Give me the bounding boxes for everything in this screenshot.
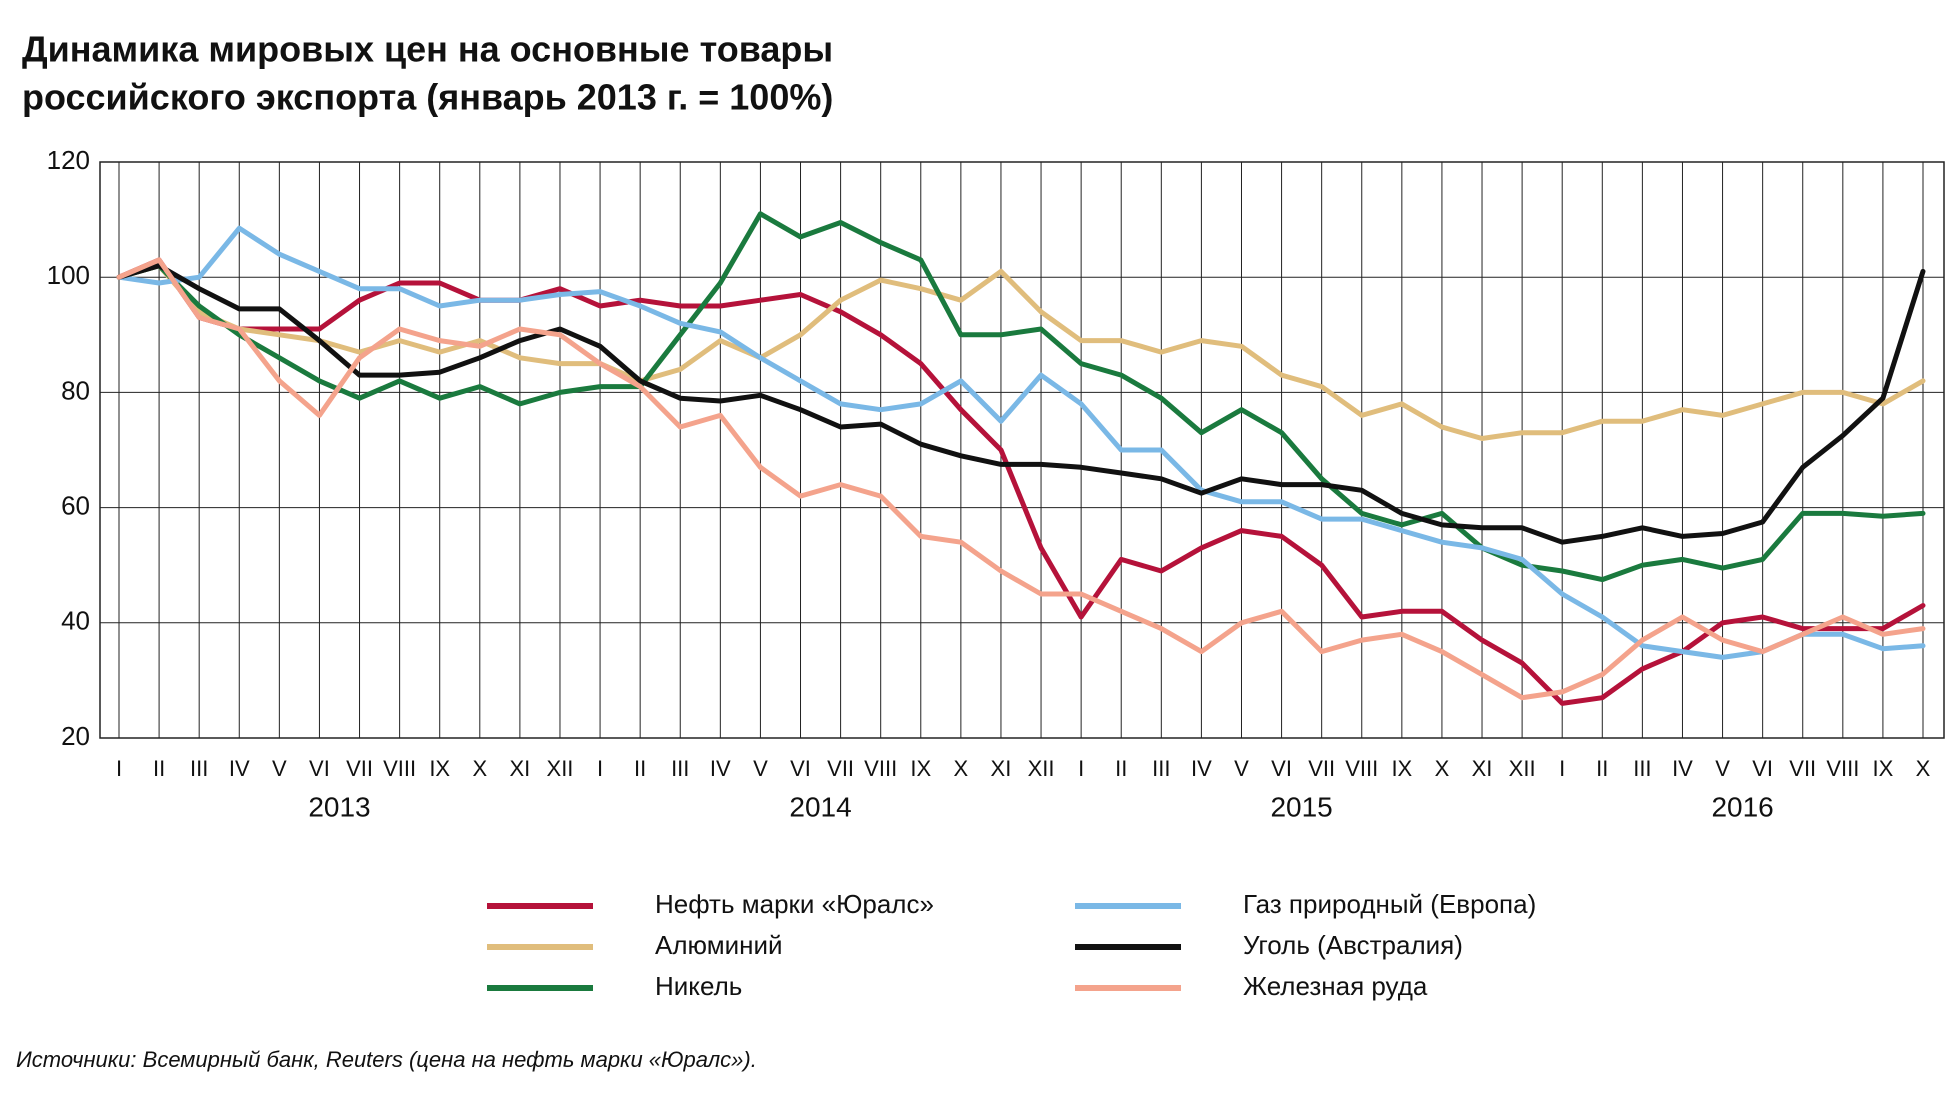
series-line xyxy=(116,211,1926,583)
legend-label: Уголь (Австралия) xyxy=(1243,930,1463,960)
x-tick-label: V xyxy=(753,756,768,781)
y-tick-label: 100 xyxy=(47,260,90,290)
x-tick-label: X xyxy=(1916,756,1931,781)
year-label: 2016 xyxy=(1711,791,1773,822)
x-tick-label: VIII xyxy=(864,756,897,781)
x-tick-label: III xyxy=(1633,756,1651,781)
legend-label: Газ природный (Европа) xyxy=(1243,889,1536,919)
x-tick-label: III xyxy=(671,756,689,781)
x-tick-label: I xyxy=(1559,756,1565,781)
x-tick-label: IX xyxy=(1873,756,1894,781)
series-line xyxy=(116,263,1926,545)
x-tick-label: IV xyxy=(229,756,250,781)
legend-label: Нефть марки «Юралс» xyxy=(655,889,934,919)
x-tick-label: VII xyxy=(827,756,854,781)
y-tick-label: 20 xyxy=(61,721,90,751)
x-tick-label: VIII xyxy=(1345,756,1378,781)
x-tick-label: XI xyxy=(1472,756,1493,781)
x-tick-label: III xyxy=(1152,756,1170,781)
y-tick-label: 40 xyxy=(61,606,90,636)
x-tick-label: II xyxy=(634,756,646,781)
x-tick-label: IV xyxy=(710,756,731,781)
x-tick-label: VI xyxy=(309,756,330,781)
x-tick-label: IV xyxy=(1672,756,1693,781)
x-tick-label: II xyxy=(153,756,165,781)
series-line xyxy=(116,257,1926,701)
x-tick-label: IV xyxy=(1191,756,1212,781)
legend-label: Никель xyxy=(655,971,742,1001)
y-tick-label: 80 xyxy=(61,375,90,405)
x-tick-label: V xyxy=(1715,756,1730,781)
x-tick-label: XII xyxy=(1028,756,1055,781)
x-tick-label: V xyxy=(272,756,287,781)
x-tick-label: X xyxy=(472,756,487,781)
x-tick-label: VIII xyxy=(1826,756,1859,781)
x-tick-label: IX xyxy=(429,756,450,781)
x-tick-label: III xyxy=(190,756,208,781)
x-tick-label: II xyxy=(1115,756,1127,781)
x-tick-label: IX xyxy=(1391,756,1412,781)
series-line xyxy=(116,257,1926,706)
legend-label: Алюминий xyxy=(655,930,783,960)
year-label: 2013 xyxy=(308,791,370,822)
x-tick-label: XI xyxy=(991,756,1012,781)
chart-subtitle: российского экспорта (январь 2013 г. = 1… xyxy=(22,77,833,118)
x-tick-label: XII xyxy=(1509,756,1536,781)
x-tick-label: I xyxy=(1078,756,1084,781)
x-tick-label: I xyxy=(597,756,603,781)
year-label: 2014 xyxy=(789,791,851,822)
series-line xyxy=(116,263,1926,441)
y-tick-label: 60 xyxy=(61,490,90,520)
x-tick-label: XII xyxy=(547,756,574,781)
x-tick-label: X xyxy=(954,756,969,781)
x-tick-label: VI xyxy=(1271,756,1292,781)
x-tick-label: IX xyxy=(910,756,931,781)
series-line xyxy=(116,225,1926,660)
x-tick-label: VIII xyxy=(383,756,416,781)
x-tick-label: X xyxy=(1435,756,1450,781)
year-label: 2015 xyxy=(1270,791,1332,822)
chart-title: Динамика мировых цен на основные товары xyxy=(22,29,833,70)
x-tick-label: I xyxy=(116,756,122,781)
legend-label: Железная руда xyxy=(1243,971,1428,1001)
x-tick-label: VII xyxy=(1308,756,1335,781)
y-tick-label: 120 xyxy=(47,145,90,175)
x-tick-label: V xyxy=(1234,756,1249,781)
x-tick-label: VII xyxy=(346,756,373,781)
source-note: Источники: Всемирный банк, Reuters (цена… xyxy=(16,1047,757,1072)
x-tick-label: XI xyxy=(509,756,530,781)
x-tick-label: II xyxy=(1596,756,1608,781)
x-tick-label: VI xyxy=(790,756,811,781)
x-tick-label: VII xyxy=(1789,756,1816,781)
x-tick-label: VI xyxy=(1752,756,1773,781)
